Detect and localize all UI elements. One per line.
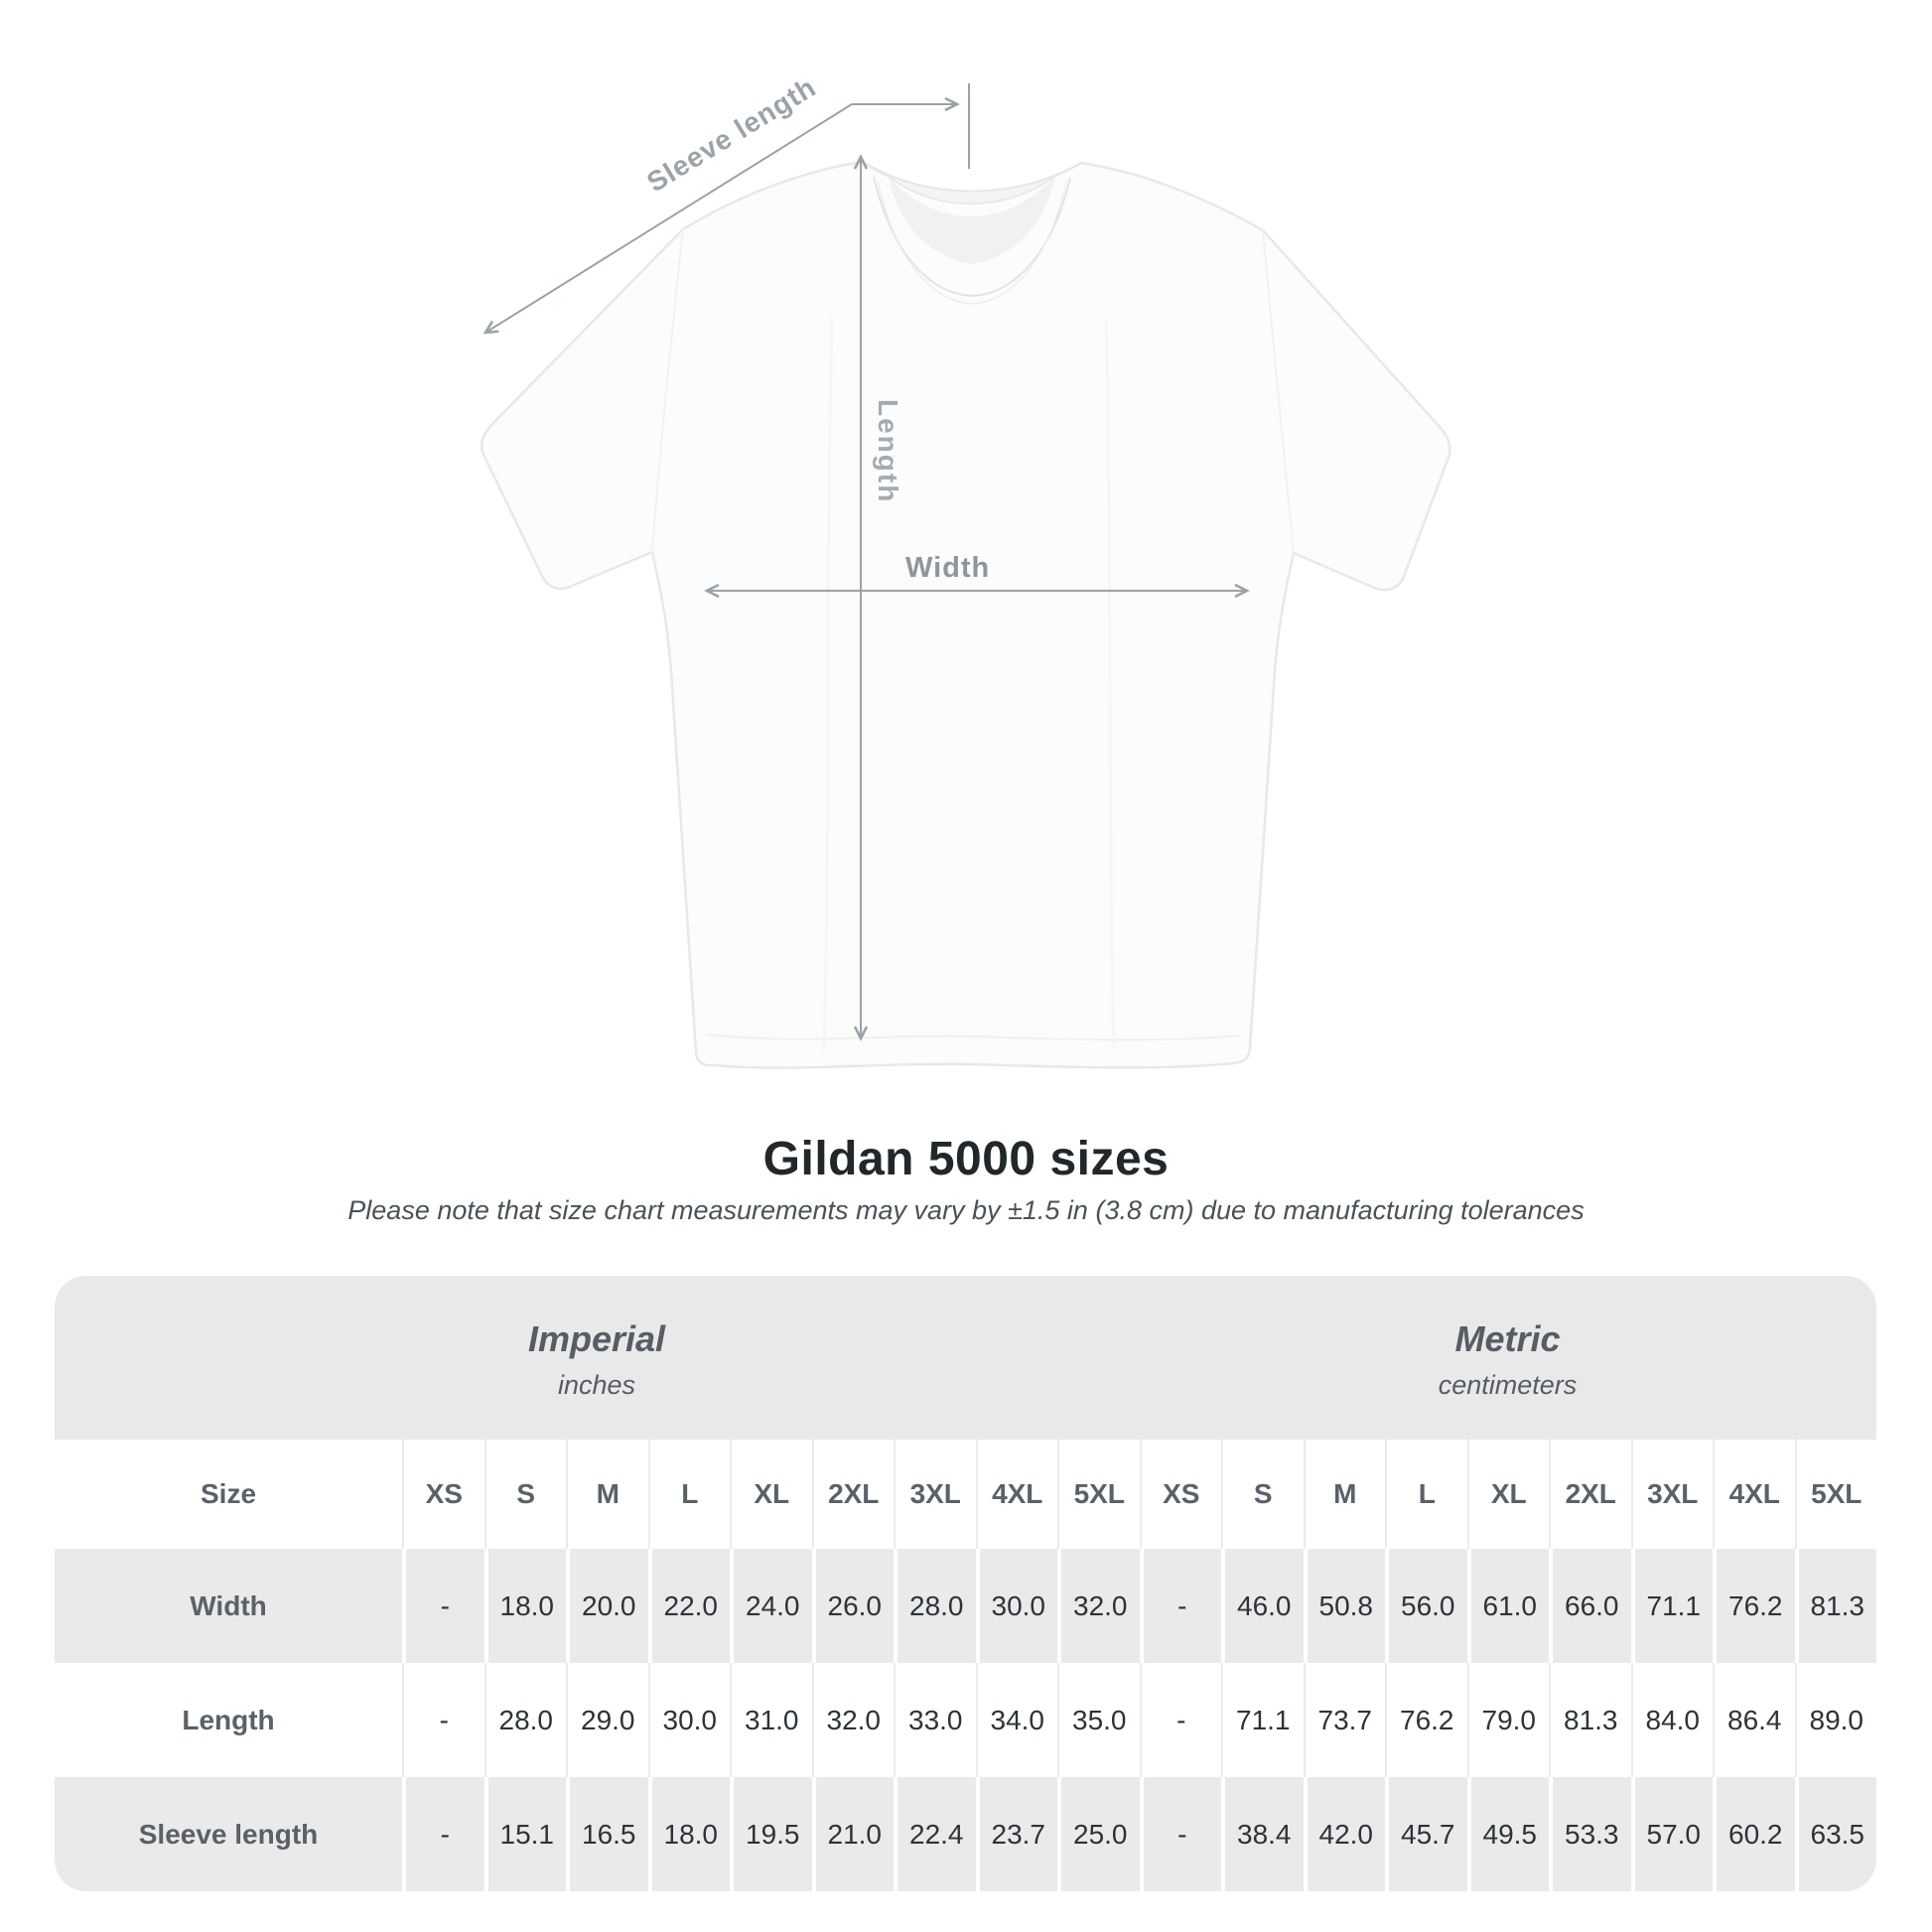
size-table: Imperial inches Metric centimeters Size … xyxy=(55,1276,1876,1891)
value-cell: 84.0 xyxy=(1630,1663,1713,1777)
value-cell: 15.1 xyxy=(483,1777,566,1891)
value-cell: 56.0 xyxy=(1385,1549,1467,1663)
value-cell: 18.0 xyxy=(483,1549,566,1663)
value-cell: 53.3 xyxy=(1549,1777,1631,1891)
row-label: Width xyxy=(55,1549,402,1663)
size-header-cell: XS xyxy=(402,1440,484,1549)
tshirt-size-diagram: Sleeve length Length Width xyxy=(480,71,1451,1069)
value-cell: 25.0 xyxy=(1057,1777,1140,1891)
value-cell: 35.0 xyxy=(1057,1663,1140,1777)
imperial-header: Imperial inches xyxy=(55,1276,1139,1440)
value-cell: 23.7 xyxy=(975,1777,1057,1891)
size-header-cell: 5XL xyxy=(1794,1440,1877,1549)
value-cell: 46.0 xyxy=(1221,1549,1304,1663)
value-cell: 42.0 xyxy=(1303,1777,1385,1891)
imperial-units: inches xyxy=(557,1370,636,1400)
size-header-cell: M xyxy=(1303,1440,1386,1549)
value-cell: 26.0 xyxy=(811,1549,894,1663)
value-cell: 71.1 xyxy=(1630,1549,1713,1663)
measurement-arrows xyxy=(483,83,1250,1041)
width-row: Width - 18.0 20.0 22.0 24.0 26.0 28.0 30… xyxy=(55,1549,1876,1663)
value-cell: 28.0 xyxy=(483,1663,566,1777)
size-header-cell: 2XL xyxy=(811,1440,895,1549)
page-title: Gildan 5000 sizes xyxy=(762,1133,1170,1185)
value-cell: 81.3 xyxy=(1549,1663,1631,1777)
value-cell: 22.0 xyxy=(647,1549,730,1663)
value-cell: 71.1 xyxy=(1221,1663,1304,1777)
value-cell: 22.4 xyxy=(894,1777,976,1891)
value-cell: - xyxy=(402,1777,484,1891)
value-cell: 57.0 xyxy=(1630,1777,1713,1891)
value-cell: 86.4 xyxy=(1713,1663,1795,1777)
value-cell: 66.0 xyxy=(1549,1549,1631,1663)
size-header-cell: L xyxy=(1385,1440,1467,1549)
value-cell: 79.0 xyxy=(1466,1663,1549,1777)
size-header-cell: S xyxy=(1221,1440,1304,1549)
value-cell: 24.0 xyxy=(730,1549,812,1663)
value-cell: - xyxy=(1139,1663,1221,1777)
value-cell: 30.0 xyxy=(647,1663,730,1777)
value-cell: 76.2 xyxy=(1713,1549,1795,1663)
value-cell: 45.7 xyxy=(1385,1777,1467,1891)
length-label: Length xyxy=(873,399,903,504)
size-header-cell: 4XL xyxy=(975,1440,1058,1549)
size-header-cell: 3XL xyxy=(894,1440,976,1549)
metric-units: centimeters xyxy=(1438,1370,1578,1400)
value-cell: 21.0 xyxy=(811,1777,894,1891)
metric-label: Metric xyxy=(1454,1318,1561,1359)
value-cell: 61.0 xyxy=(1466,1549,1549,1663)
width-label: Width xyxy=(905,552,991,584)
size-header-cell: S xyxy=(483,1440,567,1549)
value-cell: - xyxy=(402,1663,484,1777)
sleeve-length-arrow xyxy=(483,103,853,335)
value-cell: 89.0 xyxy=(1794,1663,1876,1777)
size-header-cell: XS xyxy=(1139,1440,1222,1549)
value-cell: 73.7 xyxy=(1303,1663,1385,1777)
size-header-cell: XL xyxy=(1466,1440,1550,1549)
tshirt-outline xyxy=(480,160,1451,1069)
value-cell: 19.5 xyxy=(730,1777,812,1891)
size-header-cell: L xyxy=(647,1440,731,1549)
value-cell: 20.0 xyxy=(566,1549,648,1663)
value-cell: 76.2 xyxy=(1385,1663,1467,1777)
unit-header-band: Imperial inches Metric centimeters xyxy=(55,1276,1876,1440)
value-cell: 29.0 xyxy=(566,1663,648,1777)
value-cell: 49.5 xyxy=(1466,1777,1549,1891)
length-row: Length - 28.0 29.0 30.0 31.0 32.0 33.0 3… xyxy=(55,1663,1876,1777)
value-cell: 18.0 xyxy=(647,1777,730,1891)
value-cell: 34.0 xyxy=(975,1663,1057,1777)
size-header-cell: 3XL xyxy=(1630,1440,1714,1549)
value-cell: 28.0 xyxy=(894,1549,976,1663)
imperial-label: Imperial xyxy=(527,1318,666,1359)
size-header-row: Size XS S M L XL 2XL 3XL 4XL 5XL XS S M … xyxy=(55,1440,1876,1549)
tolerance-note: Please note that size chart measurements… xyxy=(347,1195,1585,1225)
row-label: Sleeve length xyxy=(55,1777,402,1891)
value-cell: 31.0 xyxy=(730,1663,812,1777)
row-label: Length xyxy=(55,1663,402,1777)
value-cell: 60.2 xyxy=(1713,1777,1795,1891)
size-header-cell: 5XL xyxy=(1057,1440,1140,1549)
value-cell: 32.0 xyxy=(1057,1549,1140,1663)
collar-band xyxy=(862,161,1082,205)
value-cell: 38.4 xyxy=(1221,1777,1304,1891)
value-cell: - xyxy=(402,1549,484,1663)
value-cell: 33.0 xyxy=(894,1663,976,1777)
value-cell: 32.0 xyxy=(811,1663,894,1777)
size-header-cell: M xyxy=(566,1440,648,1549)
size-col-header: Size xyxy=(200,1478,257,1509)
size-header-cell: 2XL xyxy=(1549,1440,1631,1549)
size-header-cell: 4XL xyxy=(1713,1440,1795,1549)
value-cell: - xyxy=(1139,1549,1221,1663)
value-cell: - xyxy=(1139,1777,1221,1891)
sleeve-length-row: Sleeve length - 15.1 16.5 18.0 19.5 21.0… xyxy=(55,1777,1876,1891)
tshirt-illustration xyxy=(480,83,1451,1069)
value-cell: 81.3 xyxy=(1794,1549,1876,1663)
metric-header: Metric centimeters xyxy=(1139,1276,1876,1440)
value-cell: 63.5 xyxy=(1794,1777,1876,1891)
value-cell: 50.8 xyxy=(1303,1549,1385,1663)
value-cell: 30.0 xyxy=(975,1549,1057,1663)
value-cell: 16.5 xyxy=(566,1777,648,1891)
size-header-cell: XL xyxy=(730,1440,812,1549)
